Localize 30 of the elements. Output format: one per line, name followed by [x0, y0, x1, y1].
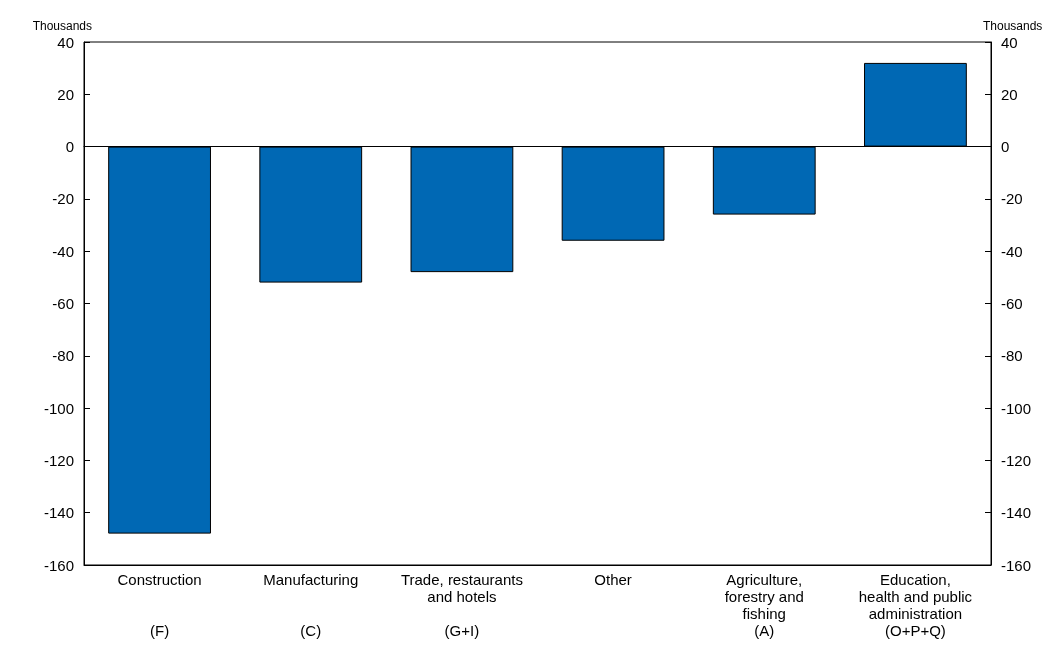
y-axis-title: Thousands [32, 19, 92, 33]
y2-tick-label: -160 [1001, 556, 1032, 574]
y-tick-label: -100 [43, 399, 74, 417]
y-tick-label: -80 [52, 347, 74, 365]
x-tick-label: Other [594, 571, 632, 588]
category-label: Construction (F) [117, 571, 202, 639]
y-tick-label: -60 [52, 295, 74, 312]
y2-tick-label: 0 [1001, 138, 1010, 156]
x-tick-label: Trade, restaurants and hotels (G+I) [400, 571, 523, 639]
y-tick-label: -20 [52, 190, 74, 208]
y2-axis-title: Thousands [983, 19, 1043, 33]
y-tick-label: 0 [65, 138, 74, 156]
y2-tick-label: -60 [1001, 295, 1023, 312]
x-tick-label: Agriculture, forestry and fishing (A) [724, 571, 804, 639]
y-tick-label: -160 [43, 556, 74, 574]
y2-tick-label: -40 [1001, 242, 1023, 260]
y-tick-label: -40 [52, 242, 74, 260]
y-tick-label: 40 [57, 33, 74, 51]
y2-tick-label: -100 [1001, 399, 1032, 417]
y2-tick-label: -80 [1001, 347, 1023, 365]
y-tick-label: -140 [43, 504, 74, 522]
y2-tick-label: -20 [1001, 190, 1023, 208]
y-tick-label: -120 [43, 451, 74, 469]
y2-tick-label: -120 [1001, 451, 1032, 469]
y2-tick-label: -140 [1001, 504, 1032, 522]
y2-tick-label: 20 [1001, 85, 1018, 103]
y-tick-label: 20 [57, 85, 74, 103]
y2-tick-label: 40 [1001, 33, 1018, 51]
x-tick-label: Education, health and public administration (O+P+Q) [858, 571, 973, 639]
category-label: Manufacturing (C) [263, 571, 359, 639]
